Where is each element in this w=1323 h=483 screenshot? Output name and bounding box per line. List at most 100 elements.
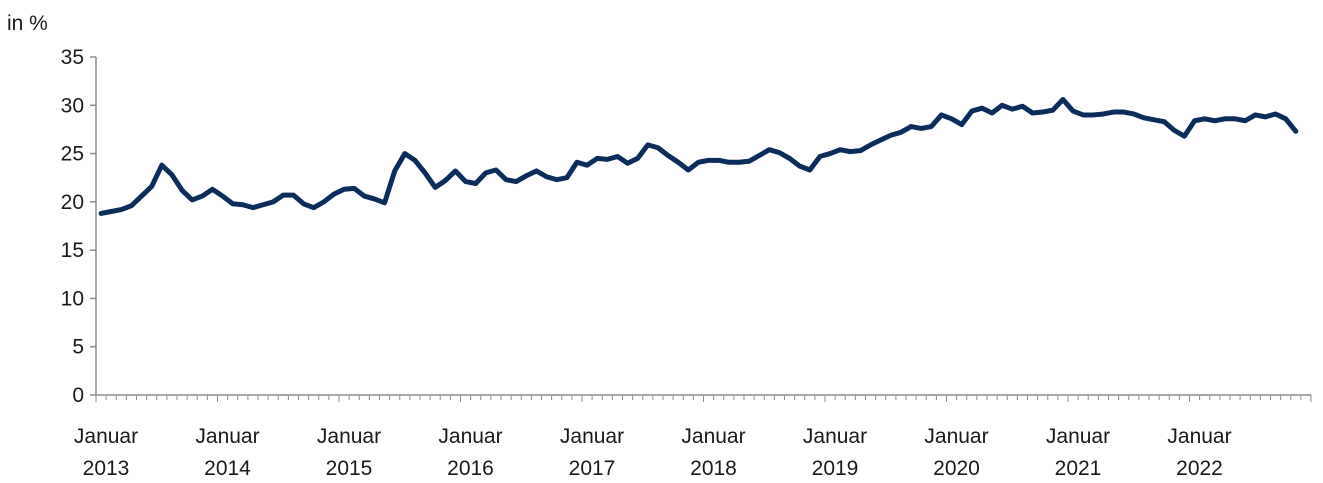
- x-tick-label-year: 2022: [1176, 457, 1223, 480]
- data-point: [1052, 109, 1054, 111]
- data-point: [353, 187, 355, 190]
- data-point: [1031, 112, 1034, 114]
- data-point: [191, 199, 193, 201]
- data-point: [100, 212, 102, 215]
- data-point: [1163, 120, 1165, 123]
- data-point: [1133, 113, 1135, 115]
- data-point: [363, 195, 366, 197]
- data-point: [393, 170, 396, 172]
- x-tick-label-year: 2018: [690, 457, 737, 480]
- data-point: [606, 158, 609, 161]
- data-point: [1112, 111, 1115, 113]
- data-point: [485, 172, 487, 174]
- data-point: [697, 161, 700, 164]
- series-line-0: [98, 96, 1299, 216]
- data-point: [1193, 119, 1196, 122]
- data-point: [758, 154, 760, 157]
- data-point: [454, 170, 457, 172]
- data-point: [1143, 117, 1145, 119]
- y-tick-label-10: 10: [61, 287, 84, 310]
- data-point: [829, 152, 831, 155]
- data-point: [900, 131, 902, 134]
- data-point: [849, 150, 852, 153]
- data-point: [555, 178, 558, 181]
- data-point: [768, 148, 771, 151]
- data-point: [869, 144, 872, 146]
- data-point: [1244, 119, 1246, 122]
- data-point: [677, 161, 679, 164]
- data-point: [819, 155, 821, 158]
- y-axis: 0 5 10 15 20 25 30 35: [61, 46, 97, 407]
- x-tick-label-month: Januar: [1046, 425, 1110, 448]
- data-point: [221, 195, 224, 197]
- data-point: [940, 114, 943, 116]
- data-point: [130, 204, 133, 207]
- data-point: [333, 193, 335, 195]
- data-point: [292, 194, 295, 196]
- data-point: [495, 169, 497, 171]
- data-point: [1295, 130, 1297, 133]
- x-tick-label-year: 2015: [326, 457, 373, 480]
- data-point: [414, 159, 416, 162]
- y-tick-label-30: 30: [61, 94, 84, 117]
- data-point: [1041, 111, 1044, 113]
- data-point: [515, 180, 517, 183]
- data-point: [545, 175, 548, 178]
- data-point: [626, 162, 629, 165]
- data-point: [505, 178, 507, 181]
- data-point: [596, 157, 598, 160]
- data-point: [1072, 110, 1074, 112]
- data-point: [1153, 118, 1155, 121]
- data-point: [1001, 104, 1003, 107]
- data-point: [981, 107, 983, 109]
- data-point: [930, 125, 933, 128]
- data-point: [1284, 118, 1287, 120]
- y-tick-label-20: 20: [61, 191, 84, 214]
- x-tick-label-month: Januar: [195, 425, 259, 448]
- y-tick-label-15: 15: [61, 239, 84, 262]
- data-point: [211, 188, 214, 191]
- x-tick-label-year: 2019: [812, 457, 859, 480]
- data-point: [809, 169, 811, 171]
- data-point: [231, 202, 234, 205]
- data-point: [788, 157, 791, 160]
- data-point: [383, 202, 386, 204]
- data-point: [971, 110, 973, 112]
- x-tick-label-month: Januar: [1167, 425, 1231, 448]
- data-point: [960, 123, 963, 126]
- x-tick-label-month: Januar: [438, 425, 502, 448]
- data-point: [879, 139, 882, 141]
- data-point: [424, 172, 426, 174]
- y-tick-label-25: 25: [61, 143, 84, 166]
- y-axis-unit-label: in %: [7, 12, 48, 35]
- data-point: [586, 164, 588, 166]
- x-tick-label-year: 2016: [447, 457, 494, 480]
- data-point: [201, 195, 204, 197]
- data-point: [566, 176, 568, 179]
- data-point: [150, 185, 153, 188]
- data-point: [1021, 105, 1024, 108]
- data-point: [717, 159, 720, 162]
- data-point: [302, 202, 305, 205]
- data-point: [1254, 114, 1257, 116]
- data-point: [525, 174, 528, 177]
- data-point: [1274, 113, 1277, 115]
- data-point: [181, 189, 183, 192]
- data-point: [839, 148, 841, 151]
- data-point: [171, 174, 173, 176]
- x-axis: Januar 2013 Januar 2014 Januar 2015 Januar 2016…: [74, 394, 1312, 480]
- data-point: [1234, 118, 1236, 120]
- data-point: [1224, 118, 1226, 120]
- data-point: [1102, 113, 1105, 115]
- x-tick-label-year: 2014: [204, 457, 251, 480]
- data-point: [647, 144, 649, 146]
- data-point: [576, 161, 578, 164]
- data-point: [950, 118, 953, 120]
- x-tick-label-month: Januar: [924, 425, 988, 448]
- data-point: [1082, 114, 1084, 116]
- data-point: [1092, 114, 1095, 116]
- data-point: [1214, 119, 1216, 122]
- data-point: [1173, 129, 1176, 132]
- data-point: [1183, 135, 1186, 137]
